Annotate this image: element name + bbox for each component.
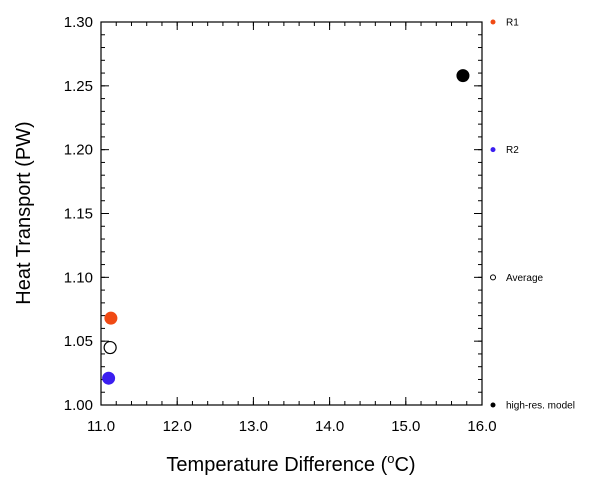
data-points [102,69,470,385]
legend-marker-average [490,274,496,281]
axis-ticks [100,21,483,406]
legend-label-r2: R2 [506,145,519,156]
legend-marker-r1 [490,19,496,25]
x-axis-title-main: Temperature Difference ( [166,454,387,476]
legend-label-high-res-model: high-res. model [506,401,575,412]
x-axis-title-superscript: o [387,451,394,466]
data-point-high-res-model [456,69,470,83]
y-tick-label: 1.00 [64,397,93,414]
y-tick-label: 1.20 [64,142,93,159]
y-tick-label: 1.10 [64,269,93,286]
y-tick-labels: 1.00 1.05 1.10 1.15 1.20 1.25 1.30 [64,14,93,414]
plot-frame [100,21,483,406]
x-axis-title: Temperature Difference (oC) [166,451,415,476]
y-tick-label: 1.30 [64,14,93,31]
y-axis-title: Heat Transport (PW) [13,121,35,304]
data-point-r2 [102,371,116,385]
legend-marker-high-res-model [490,402,496,408]
x-tick-label: 11.0 [87,418,115,435]
legend-label-average: Average [506,273,544,284]
data-point-r1 [104,311,118,325]
data-point-average [103,340,117,355]
x-tick-label: 13.0 [239,418,268,435]
y-tick-label: 1.15 [64,206,93,223]
x-tick-labels: 11.0 12.0 13.0 14.0 15.0 16.0 [87,418,497,435]
x-tick-label: 15.0 [391,418,420,435]
x-tick-label: 14.0 [315,418,344,435]
legend: R1 R2 Average high-res. model [490,18,575,412]
y-tick-label: 1.25 [64,78,93,95]
legend-marker-r2 [490,147,496,153]
x-tick-label: 12.0 [163,418,192,435]
y-tick-label: 1.05 [64,333,93,350]
x-tick-label: 16.0 [467,418,496,435]
legend-label-r1: R1 [506,18,519,29]
x-axis-title-unit: C) [394,454,415,476]
